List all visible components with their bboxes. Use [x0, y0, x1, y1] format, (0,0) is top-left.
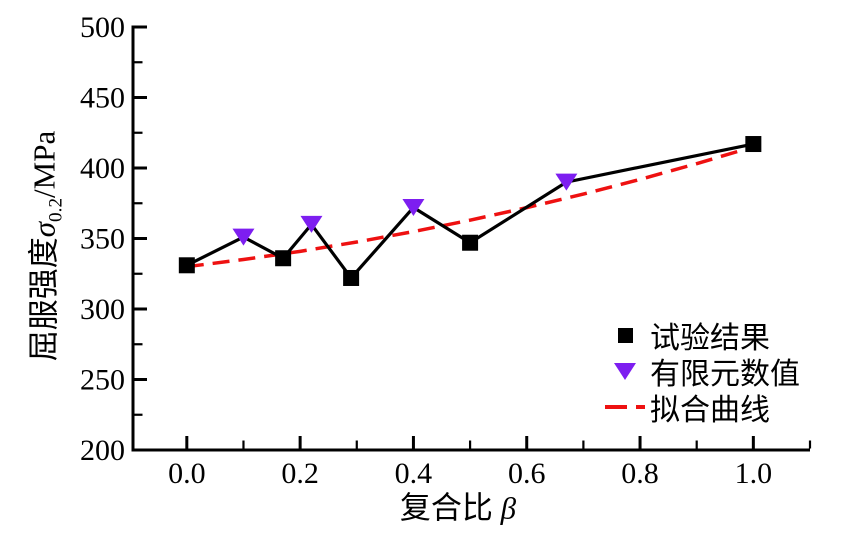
fem-data-point	[402, 198, 425, 216]
legend-item-experiment: 试验结果	[600, 317, 800, 355]
x-tick-label: 0.2	[281, 457, 319, 490]
experiment-data-point	[275, 250, 292, 267]
y-tick-label: 400	[80, 152, 125, 185]
fit-curve-dashed-line	[186, 145, 754, 269]
y-tick-label: 450	[80, 82, 125, 115]
experiment-data-point	[745, 136, 762, 153]
dashed-line-icon	[600, 405, 650, 409]
fem-data-point	[300, 215, 323, 233]
y-tick-label: 250	[80, 364, 125, 397]
legend-label-fem: 有限元数值	[650, 358, 800, 391]
legend-item-fem: 有限元数值	[600, 353, 800, 391]
y-tick-label: 300	[80, 293, 125, 326]
experiment-data-point	[462, 234, 479, 251]
y-axis-label: 屈服强度σ0.2/MPa	[19, 131, 68, 362]
x-tick-label: 0.6	[508, 457, 546, 490]
legend-label-fit: 拟合曲线	[650, 394, 770, 427]
x-axis-label: 复合比 β	[400, 483, 516, 528]
square-marker-icon	[600, 327, 650, 343]
sigma-subscript: 0.2	[45, 197, 67, 222]
y-axis-label-text: 屈服强度	[26, 237, 62, 362]
experiment-fem-solid-line	[186, 142, 754, 281]
x-tick-label: 0.0	[168, 457, 206, 490]
x-tick-label: 0.4	[395, 457, 433, 490]
y-tick-label: 350	[80, 223, 125, 256]
triangle-down-marker-icon	[600, 362, 650, 380]
legend: 试验结果 有限元数值 拟合曲线	[600, 317, 800, 427]
x-axis-label-text: 复合比	[399, 490, 493, 526]
fem-data-point	[232, 228, 255, 246]
experiment-data-point	[178, 257, 195, 274]
legend-item-fit: 拟合曲线	[600, 389, 800, 427]
sigma-symbol: σ	[26, 221, 62, 238]
fem-data-point	[555, 173, 578, 191]
y-axis-unit: /MPa	[26, 130, 62, 198]
legend-label-experiment: 试验结果	[650, 322, 770, 355]
experiment-data-point	[343, 269, 360, 286]
x-tick-label: 1.0	[735, 457, 773, 490]
x-tick-label: 0.8	[621, 457, 659, 490]
y-tick-label: 200	[80, 434, 125, 467]
beta-symbol: β	[500, 490, 517, 526]
y-tick-label: 500	[80, 11, 125, 44]
